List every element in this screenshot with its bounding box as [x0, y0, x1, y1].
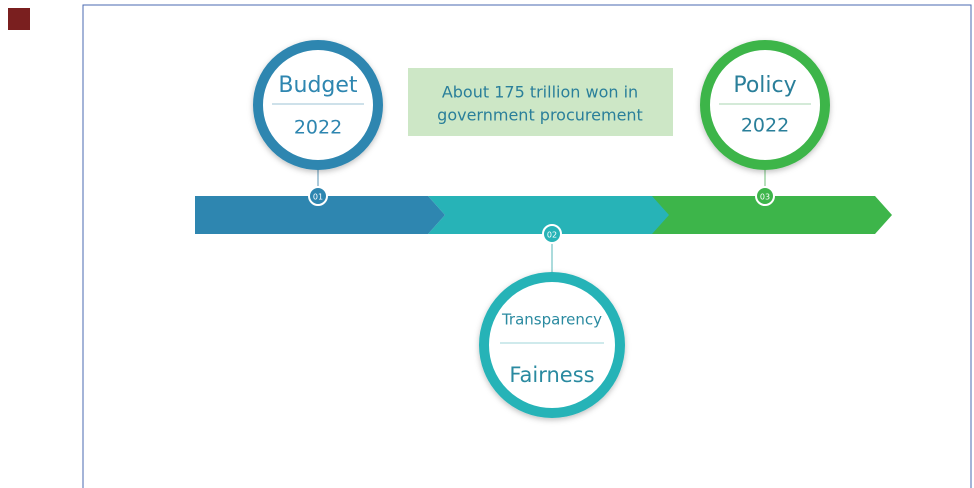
note-box	[408, 68, 673, 136]
node-circle	[700, 40, 830, 170]
note-text: About 175 trillion won in	[442, 83, 638, 102]
step-number: 01	[313, 193, 323, 202]
node-circle	[253, 40, 383, 170]
step-dot	[308, 186, 328, 206]
arrow-segment	[195, 196, 445, 234]
node-title: Transparency	[501, 311, 602, 329]
node-title: Policy	[733, 73, 796, 98]
step-number: 03	[760, 193, 770, 202]
node-title: Budget	[278, 73, 358, 98]
arrow-segment	[428, 196, 669, 234]
step-number: 02	[547, 231, 557, 240]
node-subtitle: 2022	[294, 117, 342, 139]
note-text: government procurement	[437, 106, 643, 125]
step-dot	[542, 224, 562, 244]
node-subtitle: 2022	[741, 115, 789, 137]
step-dot	[755, 186, 775, 206]
node-subtitle: Fairness	[509, 363, 594, 387]
frame	[82, 4, 972, 488]
arrow-segment	[650, 196, 892, 234]
node-circle	[479, 272, 625, 418]
marker-square	[8, 8, 30, 30]
